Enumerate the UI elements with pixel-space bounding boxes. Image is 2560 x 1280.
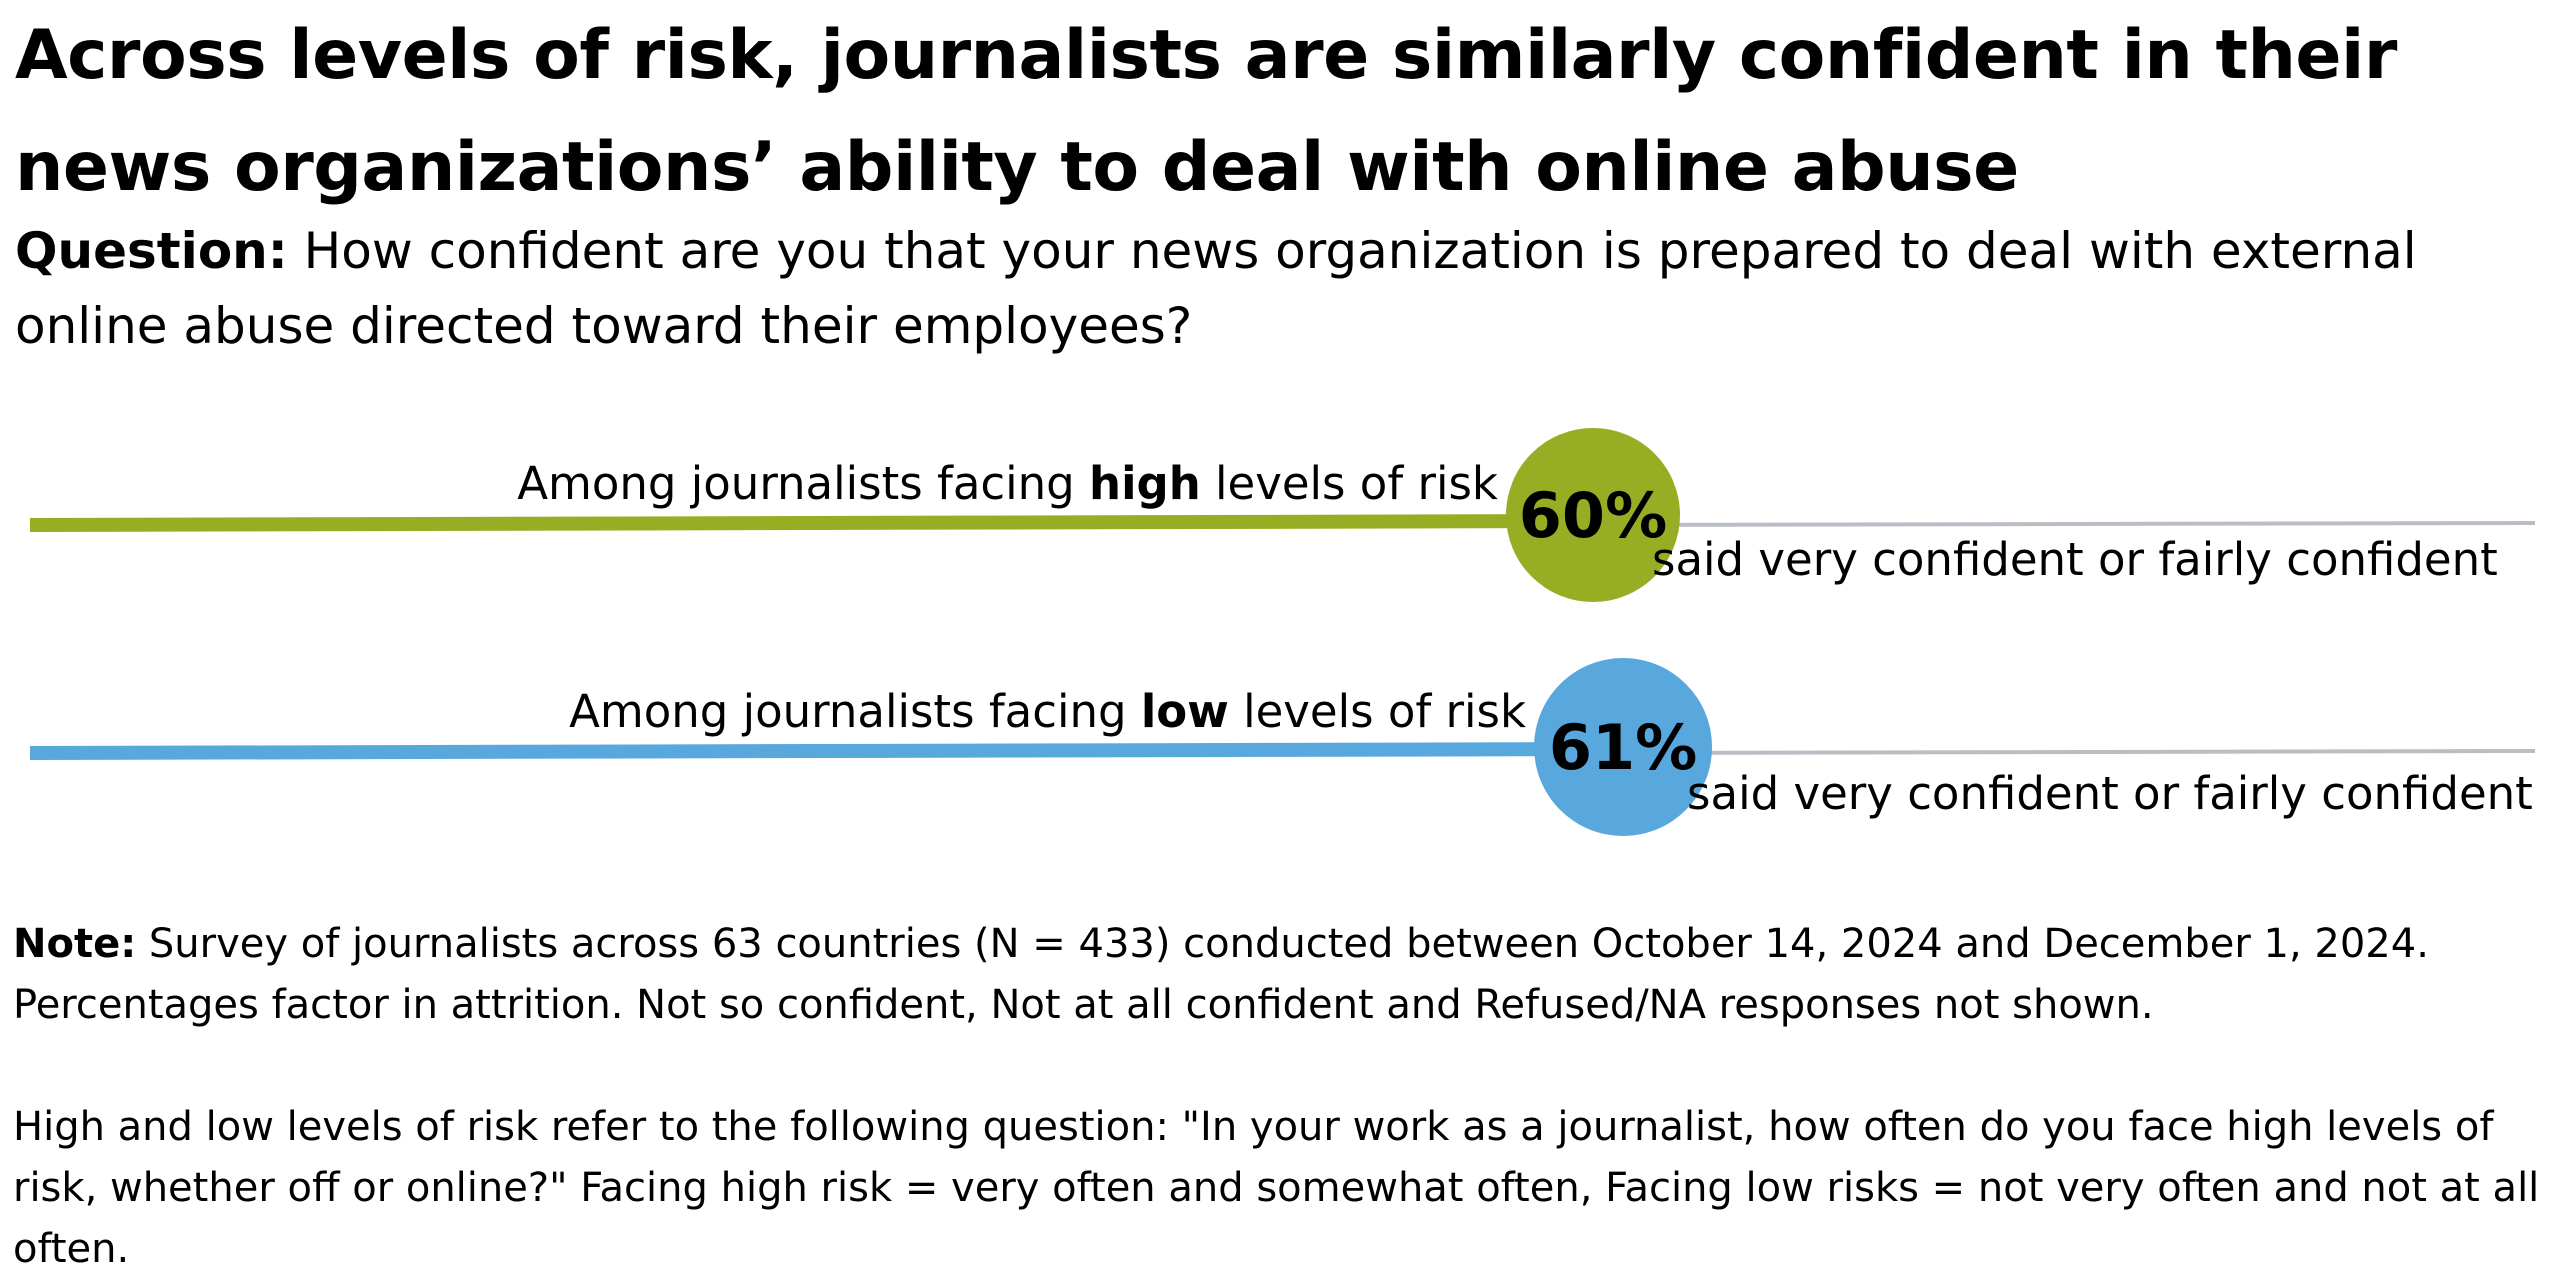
row-label-low-prefix: Among journalists facing [569,685,1141,738]
row-label-high: Among journalists facing high levels of … [517,457,1498,510]
chart-title: Across levels of risk, journalists are s… [15,16,2397,207]
note-paragraph-1: Note: Survey of journalists across 63 co… [13,914,2553,1036]
row-label-low-bold: low [1141,685,1229,738]
bar-high [29,514,1594,532]
value-label-high: 60% [1519,479,1667,552]
row-label-high-bold: high [1089,457,1201,510]
note-paragraph-2: High and low levels of risk refer to the… [13,1104,2540,1272]
row-label-low-suffix: levels of risk [1229,685,1526,738]
row-label-high-prefix: Among journalists facing [517,457,1089,510]
note-gap [13,1036,2553,1097]
note-label: Note: [13,921,137,967]
caption-high: said very confident or fairly confident [1652,533,2498,586]
value-label-low: 61% [1549,711,1697,784]
caption-low: said very confident or fairly confident [1687,767,2533,820]
bar-low [29,742,1624,760]
row-low: Among journalists facing low levels of r… [29,658,2536,836]
note-text-1: Survey of journalists across 63 countrie… [13,921,2429,1028]
row-label-high-suffix: levels of risk [1201,457,1498,510]
question-label: Question: [15,222,288,280]
dot-low [1534,658,1713,836]
question-body: How confident are you that your news org… [15,222,2417,355]
dot-high [1506,428,1680,602]
row-label-low: Among journalists facing low levels of r… [569,685,1526,738]
question-text: Question: How confident are you that you… [15,214,2545,364]
row-high: Among journalists facing high levels of … [29,428,2536,602]
track-line-low [1623,749,2536,755]
note: Note: Survey of journalists across 63 co… [13,914,2553,1280]
track-line-high [1592,521,2536,527]
